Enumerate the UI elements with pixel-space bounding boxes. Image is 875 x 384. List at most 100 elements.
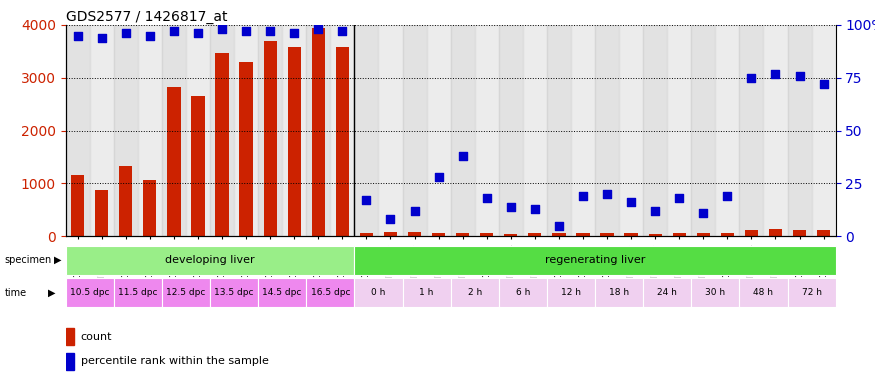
Bar <box>745 230 758 236</box>
Bar <box>643 25 668 236</box>
Bar <box>499 278 547 307</box>
Text: 18 h: 18 h <box>609 288 629 297</box>
Bar <box>721 233 734 236</box>
Text: 30 h: 30 h <box>705 288 725 297</box>
Bar <box>475 25 499 236</box>
Bar <box>812 25 836 236</box>
Text: 2 h: 2 h <box>467 288 482 297</box>
Bar <box>354 246 836 275</box>
Bar <box>691 278 739 307</box>
Text: percentile rank within the sample: percentile rank within the sample <box>80 356 269 366</box>
Bar <box>234 25 258 236</box>
Bar <box>625 233 638 236</box>
Bar <box>571 25 595 236</box>
Bar <box>192 96 205 236</box>
Bar <box>210 278 258 307</box>
Point <box>215 26 229 32</box>
Text: 13.5 dpc: 13.5 dpc <box>214 288 254 297</box>
Text: 24 h: 24 h <box>657 288 677 297</box>
Point <box>287 30 301 36</box>
Bar <box>668 25 691 236</box>
Text: 10.5 dpc: 10.5 dpc <box>70 288 109 297</box>
Bar <box>144 180 157 236</box>
Bar <box>66 278 114 307</box>
Bar <box>504 233 517 236</box>
Point <box>119 30 133 36</box>
Bar <box>739 278 788 307</box>
Bar <box>66 328 74 345</box>
Bar <box>552 233 565 236</box>
Bar <box>547 25 571 236</box>
Bar <box>215 53 228 236</box>
Bar <box>523 25 547 236</box>
Text: 6 h: 6 h <box>515 288 530 297</box>
Bar <box>258 25 283 236</box>
Bar <box>402 278 451 307</box>
Bar <box>648 233 662 236</box>
Point <box>745 74 759 81</box>
Point <box>768 70 782 76</box>
Text: 0 h: 0 h <box>371 288 386 297</box>
Point <box>696 210 710 216</box>
Point <box>383 216 397 222</box>
Point <box>456 153 470 159</box>
Bar <box>90 25 114 236</box>
Text: 12 h: 12 h <box>561 288 581 297</box>
Bar <box>480 233 494 236</box>
Bar <box>691 25 716 236</box>
Bar <box>162 278 210 307</box>
Text: 72 h: 72 h <box>802 288 822 297</box>
Bar <box>456 233 469 236</box>
Bar <box>817 230 830 236</box>
Bar <box>354 278 402 307</box>
Bar <box>167 87 180 236</box>
Point <box>408 208 422 214</box>
Bar <box>595 278 643 307</box>
Bar <box>499 25 523 236</box>
Bar <box>354 25 379 236</box>
Bar <box>263 41 276 236</box>
Point <box>793 73 807 79</box>
Bar <box>432 233 445 236</box>
Text: ▶: ▶ <box>54 255 62 265</box>
Bar <box>696 233 710 236</box>
Bar <box>66 246 354 275</box>
Bar <box>95 190 108 236</box>
Bar <box>788 278 836 307</box>
Bar <box>240 62 253 236</box>
Point <box>720 193 734 199</box>
Bar <box>600 233 613 236</box>
Bar <box>793 230 806 236</box>
Bar <box>643 278 691 307</box>
Point <box>191 30 205 36</box>
Bar <box>739 25 764 236</box>
Point <box>648 208 662 214</box>
Bar <box>673 233 686 236</box>
Bar <box>577 233 590 236</box>
Text: 48 h: 48 h <box>753 288 774 297</box>
Bar <box>331 25 354 236</box>
Bar <box>288 46 301 236</box>
Bar <box>114 25 138 236</box>
Bar <box>71 175 84 236</box>
Point <box>263 28 277 34</box>
Bar <box>451 25 475 236</box>
Bar <box>716 25 739 236</box>
Bar <box>114 278 162 307</box>
Bar <box>258 278 306 307</box>
Point <box>431 174 445 180</box>
Bar <box>306 278 354 307</box>
Bar <box>402 25 427 236</box>
Point <box>335 28 349 34</box>
Text: time: time <box>4 288 26 298</box>
Bar <box>769 229 782 236</box>
Bar <box>384 232 397 236</box>
Bar <box>162 25 186 236</box>
Text: 11.5 dpc: 11.5 dpc <box>118 288 158 297</box>
Point <box>239 28 253 34</box>
Point <box>504 204 518 210</box>
Text: ▶: ▶ <box>48 288 56 298</box>
Point <box>576 193 590 199</box>
Point <box>600 191 614 197</box>
Text: developing liver: developing liver <box>165 255 255 265</box>
